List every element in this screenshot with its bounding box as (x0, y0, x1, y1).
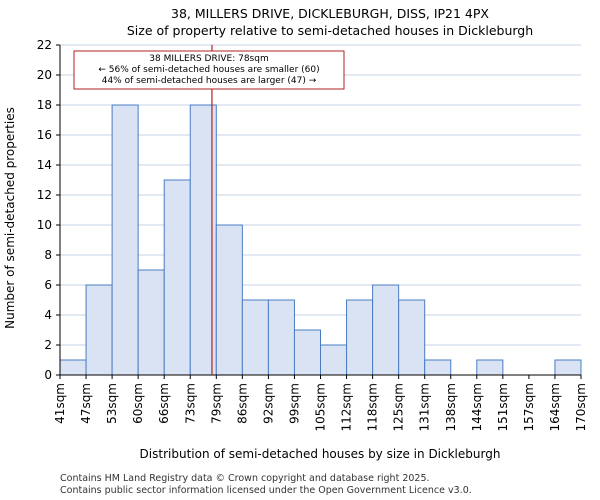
x-tick-label: 125sqm (392, 383, 406, 431)
histogram-bar (372, 284, 400, 376)
chart-title: 38, MILLERS DRIVE, DICKLEBURGH, DISS, IP… (171, 6, 489, 21)
x-tick-label: 86sqm (235, 383, 249, 424)
x-tick-label: 53sqm (105, 383, 119, 424)
annotation-frame (73, 50, 345, 90)
histogram-bar (267, 299, 295, 376)
y-tick-label: 2 (44, 338, 52, 352)
y-tick-label: 8 (44, 248, 52, 262)
footer-copyright: Contains HM Land Registry data © Crown c… (60, 473, 430, 484)
histogram-bar (163, 179, 191, 376)
y-tick-label: 14 (37, 158, 52, 172)
footer-licence: Contains public sector information licen… (60, 485, 472, 496)
x-tick-label: 105sqm (314, 383, 328, 431)
chart-subtitle: Size of property relative to semi-detach… (127, 23, 533, 38)
y-tick-label: 6 (44, 278, 52, 292)
annotation-box: 38 MILLERS DRIVE: 78sqm ← 56% of semi-de… (73, 50, 345, 90)
x-tick-label: 138sqm (444, 383, 458, 431)
x-axis-ticks: 41sqm 47sqm 53sqm 60sqm 66sqm 73sqm 79sqm 86sqm… (53, 375, 588, 431)
x-tick-label: 73sqm (183, 383, 197, 424)
histogram-bar (137, 269, 165, 376)
x-tick-label: 60sqm (131, 383, 145, 424)
x-tick-label: 41sqm (53, 383, 67, 424)
histogram-bar (554, 359, 582, 376)
histogram-bar (346, 299, 374, 376)
annotation-line-1: 38 MILLERS DRIVE: 78sqm (149, 54, 268, 64)
histogram-bar (320, 344, 348, 376)
x-tick-label: 170sqm (574, 383, 588, 431)
y-tick-label: 4 (44, 308, 52, 322)
x-axis-label: Distribution of semi-detached houses by … (140, 447, 501, 461)
x-tick-label: 144sqm (470, 383, 484, 431)
histogram-bar (293, 329, 322, 376)
histogram-chart: 38, MILLERS DRIVE, DICKLEBURGH, DISS, IP… (3, 6, 588, 461)
histogram-bar (111, 104, 139, 376)
y-tick-label: 10 (37, 218, 52, 232)
x-tick-label: 99sqm (287, 383, 301, 424)
histogram-bar (424, 359, 452, 376)
x-tick-label: 66sqm (157, 383, 171, 424)
x-tick-label: 112sqm (340, 383, 354, 431)
y-tick-label: 0 (44, 368, 52, 382)
bars-group (59, 104, 582, 376)
y-tick-label: 12 (37, 188, 52, 202)
x-tick-label: 118sqm (366, 383, 380, 431)
y-tick-label: 16 (37, 128, 52, 142)
y-axis-ticks: 0 2 4 6 8 10 12 14 16 18 20 22 (37, 38, 60, 382)
annotation-line-3: 44% of semi-detached houses are larger (… (102, 76, 317, 86)
x-tick-label: 164sqm (548, 383, 562, 431)
histogram-bar (241, 299, 269, 376)
x-tick-label: 92sqm (261, 383, 275, 424)
x-tick-label: 151sqm (496, 383, 510, 431)
annotation-line-2: ← 56% of semi-detached houses are smalle… (98, 65, 319, 75)
histogram-bar (59, 359, 87, 376)
y-tick-label: 22 (37, 38, 52, 52)
histogram-bar (398, 299, 426, 376)
histogram-bar (85, 284, 113, 376)
y-axis-label: Number of semi-detached properties (3, 107, 17, 329)
histogram-bar (215, 224, 243, 376)
y-tick-label: 18 (37, 98, 52, 112)
x-tick-label: 157sqm (522, 383, 536, 431)
x-tick-label: 131sqm (418, 383, 432, 431)
histogram-bar (476, 359, 504, 376)
y-tick-label: 20 (37, 68, 52, 82)
x-tick-label: 79sqm (209, 383, 223, 424)
x-tick-label: 47sqm (79, 383, 93, 424)
